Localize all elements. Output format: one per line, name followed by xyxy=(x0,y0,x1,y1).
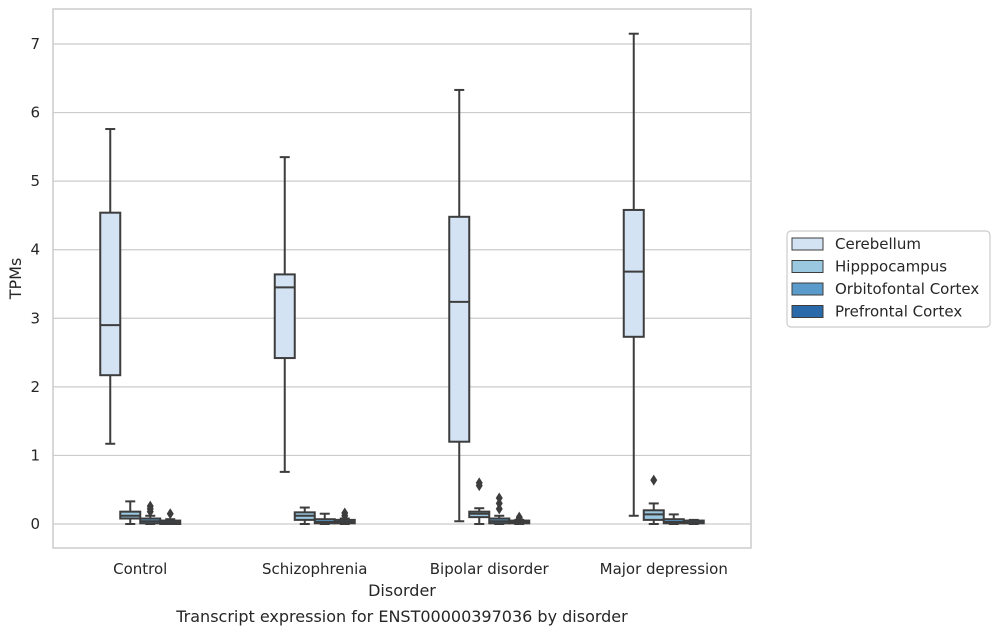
box-hipppocampus xyxy=(293,506,316,525)
outlier-point xyxy=(341,507,349,519)
y-tick-label: 2 xyxy=(30,378,40,396)
x-axis-ticks: Control Schizophrenia Bipolar disorder Majo… xyxy=(113,560,728,578)
outlier-point xyxy=(515,511,523,523)
box-cerebellum xyxy=(622,32,645,517)
box-orbitofontal-cortex xyxy=(488,492,511,525)
gridlines xyxy=(53,43,751,525)
x-tick-label: Major depression xyxy=(600,560,728,578)
y-tick-label: 6 xyxy=(30,104,40,122)
x-tick-label: Schizophrenia xyxy=(262,560,367,578)
legend-swatch xyxy=(791,305,824,318)
box-cerebellum xyxy=(99,128,122,445)
box-cerebellum xyxy=(448,88,471,523)
box-prefrontal-cortex xyxy=(333,507,356,525)
box-orbitofontal-cortex xyxy=(313,512,336,525)
legend: Cerebellum Hipppocampus Orbitofontal Corte… xyxy=(786,230,991,328)
box-hipppocampus xyxy=(119,500,142,525)
y-axis-label: TPMs xyxy=(6,258,25,301)
plot-area xyxy=(52,8,752,549)
legend-swatch xyxy=(791,260,824,273)
iqr-box xyxy=(448,215,471,443)
x-tick-label: Control xyxy=(113,560,167,578)
legend-label: Orbitofontal Cortex xyxy=(835,280,979,298)
y-tick-label: 0 xyxy=(30,515,40,533)
iqr-box xyxy=(622,208,645,338)
outlier-point xyxy=(146,500,154,512)
y-tick-label: 3 xyxy=(30,309,40,327)
box-hipppocampus xyxy=(468,477,491,525)
chart-title: Transcript expression for ENST0000039703… xyxy=(175,607,628,626)
box-prefrontal-cortex xyxy=(159,508,182,525)
legend-label: Prefrontal Cortex xyxy=(835,303,962,321)
box-cerebellum xyxy=(273,156,296,473)
box-prefrontal-cortex xyxy=(508,511,531,525)
outlier-point xyxy=(475,477,483,489)
box-prefrontal-cortex xyxy=(682,518,705,525)
outlier-point xyxy=(495,492,503,504)
legend-swatch xyxy=(791,237,824,251)
iqr-box xyxy=(273,273,296,360)
legend-box xyxy=(786,230,991,328)
x-tick-label: Bipolar disorder xyxy=(430,560,550,578)
y-axis-ticks: 0 1 2 3 4 5 6 7 xyxy=(30,35,40,533)
y-tick-label: 5 xyxy=(30,172,40,190)
box-marks xyxy=(99,32,705,525)
outlier-point xyxy=(166,508,174,520)
box-orbitofontal-cortex xyxy=(139,500,162,525)
y-tick-label: 7 xyxy=(30,35,40,53)
y-tick-label: 4 xyxy=(30,241,40,259)
iqr-box xyxy=(99,211,122,377)
y-tick-label: 1 xyxy=(30,446,40,464)
legend-label: Cerebellum xyxy=(835,235,921,253)
legend-label: Hipppocampus xyxy=(835,258,947,276)
box-orbitofontal-cortex xyxy=(662,513,685,525)
x-axis-label: Disorder xyxy=(368,581,436,600)
outlier-point xyxy=(650,474,658,486)
legend-swatch xyxy=(791,282,824,296)
box-hipppocampus xyxy=(642,474,665,525)
